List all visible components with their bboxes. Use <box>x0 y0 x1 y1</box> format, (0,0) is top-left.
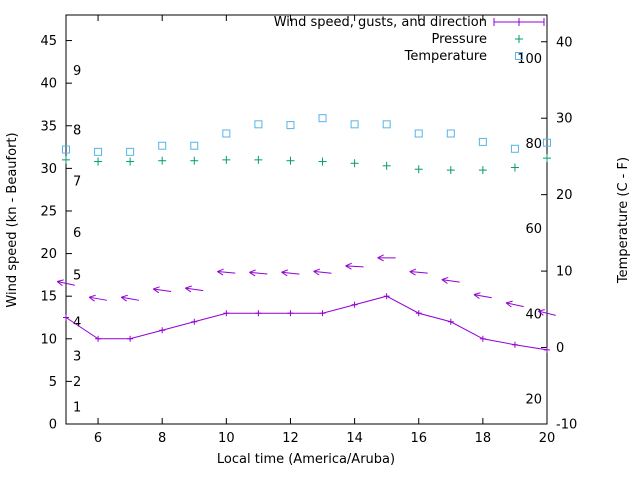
svg-text:0: 0 <box>49 418 57 433</box>
svg-text:14: 14 <box>346 431 363 446</box>
svg-text:2: 2 <box>73 375 81 390</box>
x-axis-title: Local time (America/Aruba) <box>217 452 395 467</box>
svg-text:40: 40 <box>556 35 573 50</box>
svg-text:25: 25 <box>40 204 57 219</box>
svg-text:9: 9 <box>73 64 81 79</box>
svg-text:12: 12 <box>282 431 299 446</box>
svg-text:80: 80 <box>525 137 542 152</box>
svg-text:20: 20 <box>556 188 573 203</box>
svg-text:-10: -10 <box>556 418 577 433</box>
svg-text:3: 3 <box>73 349 81 364</box>
chart-render-root: 6 8 10 12 14 16 18 20051015202530354045-1001020… <box>40 14 577 446</box>
svg-text:15: 15 <box>40 290 57 305</box>
svg-text:5: 5 <box>49 375 57 390</box>
svg-text:20: 20 <box>40 247 57 262</box>
svg-text:18: 18 <box>475 431 492 446</box>
svg-text:8: 8 <box>158 431 166 446</box>
svg-text:6: 6 <box>73 226 81 241</box>
svg-text:20: 20 <box>525 392 542 407</box>
svg-text:20: 20 <box>539 431 556 446</box>
svg-text:Wind speed, gusts, and directi: Wind speed, gusts, and direction <box>274 15 487 30</box>
svg-text:40: 40 <box>525 307 542 322</box>
svg-text:10: 10 <box>556 265 573 280</box>
svg-text:6: 6 <box>94 431 102 446</box>
svg-text:0: 0 <box>556 341 564 356</box>
svg-text:10: 10 <box>218 431 235 446</box>
svg-text:100: 100 <box>517 52 542 67</box>
svg-text:30: 30 <box>556 112 573 127</box>
svg-text:10: 10 <box>40 332 57 347</box>
svg-text:5: 5 <box>73 268 81 283</box>
svg-text:60: 60 <box>525 222 542 237</box>
svg-text:16: 16 <box>410 431 427 446</box>
y-axis-title: Wind speed (kn - Beaufort) <box>5 132 20 307</box>
svg-text:7: 7 <box>73 175 81 190</box>
svg-text:30: 30 <box>40 162 57 177</box>
svg-text:Pressure: Pressure <box>431 32 487 47</box>
svg-text:4: 4 <box>73 315 81 330</box>
svg-text:35: 35 <box>40 119 57 134</box>
y2-axis-title: Temperature (C - F) <box>616 157 631 284</box>
svg-text:1: 1 <box>73 400 81 415</box>
svg-text:45: 45 <box>40 34 57 49</box>
svg-text:Temperature: Temperature <box>404 49 487 64</box>
svg-text:8: 8 <box>73 124 81 139</box>
svg-text:40: 40 <box>40 77 57 92</box>
